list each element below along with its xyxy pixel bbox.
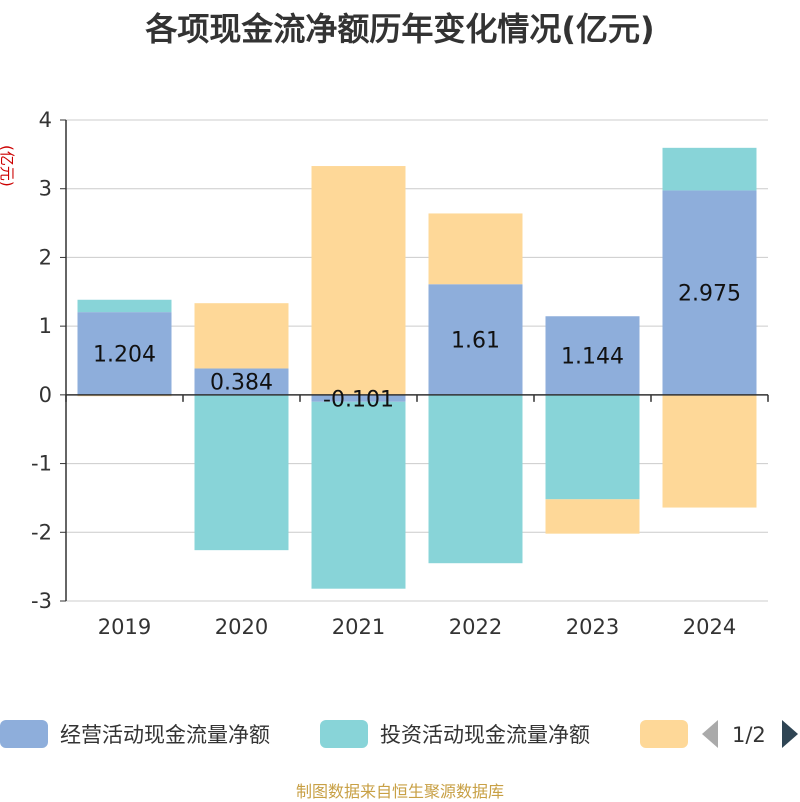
data-label: 1.204 xyxy=(93,342,156,367)
gridlines xyxy=(66,119,768,602)
x-tick-label: 2019 xyxy=(98,615,151,639)
x-tick-label: 2021 xyxy=(332,615,385,639)
data-label: 0.384 xyxy=(210,371,273,396)
y-tick-label: 0 xyxy=(39,383,52,407)
legend-label-1: 经营活动现金流量净额 xyxy=(60,723,270,747)
bar-s3-2021 xyxy=(311,166,406,395)
axes xyxy=(65,120,769,601)
y-tick-label: 4 xyxy=(39,108,52,132)
data-label: -0.101 xyxy=(323,387,394,412)
y-tick-label: 1 xyxy=(39,314,52,338)
legend: 经营活动现金流量净额 投资活动现金流量净额 1/2 xyxy=(0,720,798,748)
next-page-icon[interactable] xyxy=(782,720,798,748)
legend-swatch-3 xyxy=(640,720,688,748)
legend-swatch-2 xyxy=(320,720,368,748)
bar-s2-2022 xyxy=(428,394,523,564)
bar-s1-2020 xyxy=(194,368,289,395)
bar-s1-2019 xyxy=(77,312,172,395)
x-tick-label: 2024 xyxy=(683,615,736,639)
chart-title: 各项现金流净额历年变化情况(亿元) xyxy=(145,10,655,48)
legend-swatch-1 xyxy=(0,720,48,748)
data-label: 1.144 xyxy=(561,345,624,370)
bar-s2-2019 xyxy=(77,299,172,313)
prev-page-icon[interactable] xyxy=(702,720,718,748)
y-tick-label: -1 xyxy=(31,452,52,476)
bar-s2-2020 xyxy=(194,394,289,551)
bar-s1-2023 xyxy=(545,316,640,395)
y-tick-label: -3 xyxy=(31,589,52,613)
x-tick-label: 2023 xyxy=(566,615,619,639)
data-labels: 1.204 0.384 -0.101 1.61 1.144 2.975 xyxy=(93,282,741,413)
y-tick-label: -2 xyxy=(31,520,52,544)
source-note: 制图数据来自恒生聚源数据库 xyxy=(295,782,504,801)
x-axis-ticks: 2019 2020 2021 2022 2023 2024 xyxy=(98,615,736,639)
bars xyxy=(77,147,757,589)
bar-s3-2024 xyxy=(662,394,757,508)
bar-s2-2021 xyxy=(311,401,406,589)
y-tick-label: 2 xyxy=(39,245,52,269)
bar-s3-2022 xyxy=(428,213,523,285)
legend-label-2: 投资活动现金流量净额 xyxy=(380,723,590,747)
y-axis-ticks: 4 3 2 1 0 -1 -2 -3 xyxy=(31,108,66,613)
x-tick-label: 2022 xyxy=(449,615,502,639)
bar-s1-2021 xyxy=(311,394,406,402)
bar-s2-2024 xyxy=(662,147,757,191)
data-label: 2.975 xyxy=(678,282,741,307)
legend-page-indicator: 1/2 xyxy=(732,723,766,747)
bar-s3-2020 xyxy=(194,303,289,369)
x-tick-label: 2020 xyxy=(215,615,268,639)
bar-s1-2024 xyxy=(662,190,757,395)
bar-s2-2023 xyxy=(545,394,640,500)
bar-s3-2023 xyxy=(545,499,640,534)
data-label: 1.61 xyxy=(451,329,500,354)
y-tick-label: 3 xyxy=(39,177,52,201)
y-axis-label: (亿元) xyxy=(0,145,16,187)
bar-s1-2022 xyxy=(428,284,523,395)
